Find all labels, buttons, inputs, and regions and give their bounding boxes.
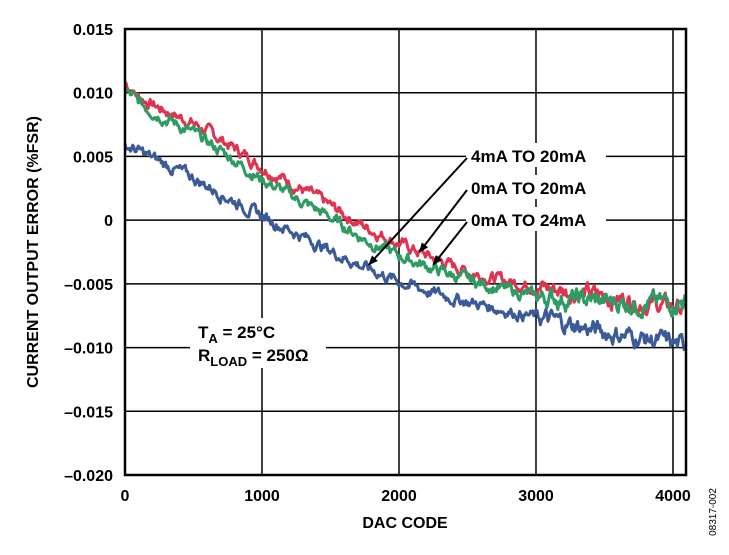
annotation-label: 0mA TO 24mA bbox=[471, 211, 586, 230]
y-tick-label: 0 bbox=[104, 213, 113, 230]
green-trace bbox=[123, 88, 687, 320]
annotation-arrow bbox=[418, 189, 468, 253]
annotation-arrow bbox=[368, 157, 468, 266]
y-axis-label: CURRENT OUTPUT ERROR (%FSR) bbox=[25, 116, 42, 388]
annotation-bg bbox=[466, 175, 606, 199]
annotation-arrow bbox=[432, 221, 468, 266]
rload-condition: RLOAD = 250Ω bbox=[198, 346, 309, 369]
x-tick-label: 3000 bbox=[518, 488, 554, 505]
annotations: 4mA TO 20mA 0mA TO 20mA 0mA TO 24mA bbox=[368, 143, 606, 266]
y-tick-label: –0.015 bbox=[64, 404, 113, 421]
y-tick-label: 0.010 bbox=[73, 86, 113, 103]
annotation-bg bbox=[466, 143, 606, 167]
ta-condition: TA = 25°C bbox=[198, 323, 275, 346]
plot-frame bbox=[123, 27, 688, 477]
y-tick-labels: 0.015 0.010 0.005 0 –0.005 –0.010 –0.015 –0.020 bbox=[64, 22, 113, 485]
x-axis-label: DAC CODE bbox=[362, 515, 448, 532]
annotation-bg bbox=[466, 207, 606, 231]
annotation-label: 0mA TO 20mA bbox=[471, 179, 586, 198]
blue-trace bbox=[123, 143, 687, 352]
x-tick-labels: 0 1000 2000 3000 4000 bbox=[121, 488, 691, 505]
x-tick-label: 4000 bbox=[655, 488, 691, 505]
x-tick-label: 2000 bbox=[381, 488, 417, 505]
y-tick-label: –0.020 bbox=[64, 468, 113, 485]
y-tick-label: –0.010 bbox=[64, 341, 113, 358]
y-tick-label: 0.005 bbox=[73, 149, 113, 166]
conditions-block: TA = 25°C RLOAD = 250Ω bbox=[190, 318, 326, 369]
annotation-label: 4mA TO 20mA bbox=[471, 147, 586, 166]
y-tick-label: –0.005 bbox=[64, 277, 113, 294]
x-tick-label: 1000 bbox=[244, 488, 280, 505]
red-trace bbox=[124, 81, 687, 317]
y-tick-label: 0.015 bbox=[73, 22, 113, 39]
x-tick-label: 0 bbox=[121, 488, 130, 505]
traces bbox=[123, 81, 687, 352]
grid bbox=[124, 28, 686, 476]
figure-id: 08317-002 bbox=[708, 488, 719, 536]
